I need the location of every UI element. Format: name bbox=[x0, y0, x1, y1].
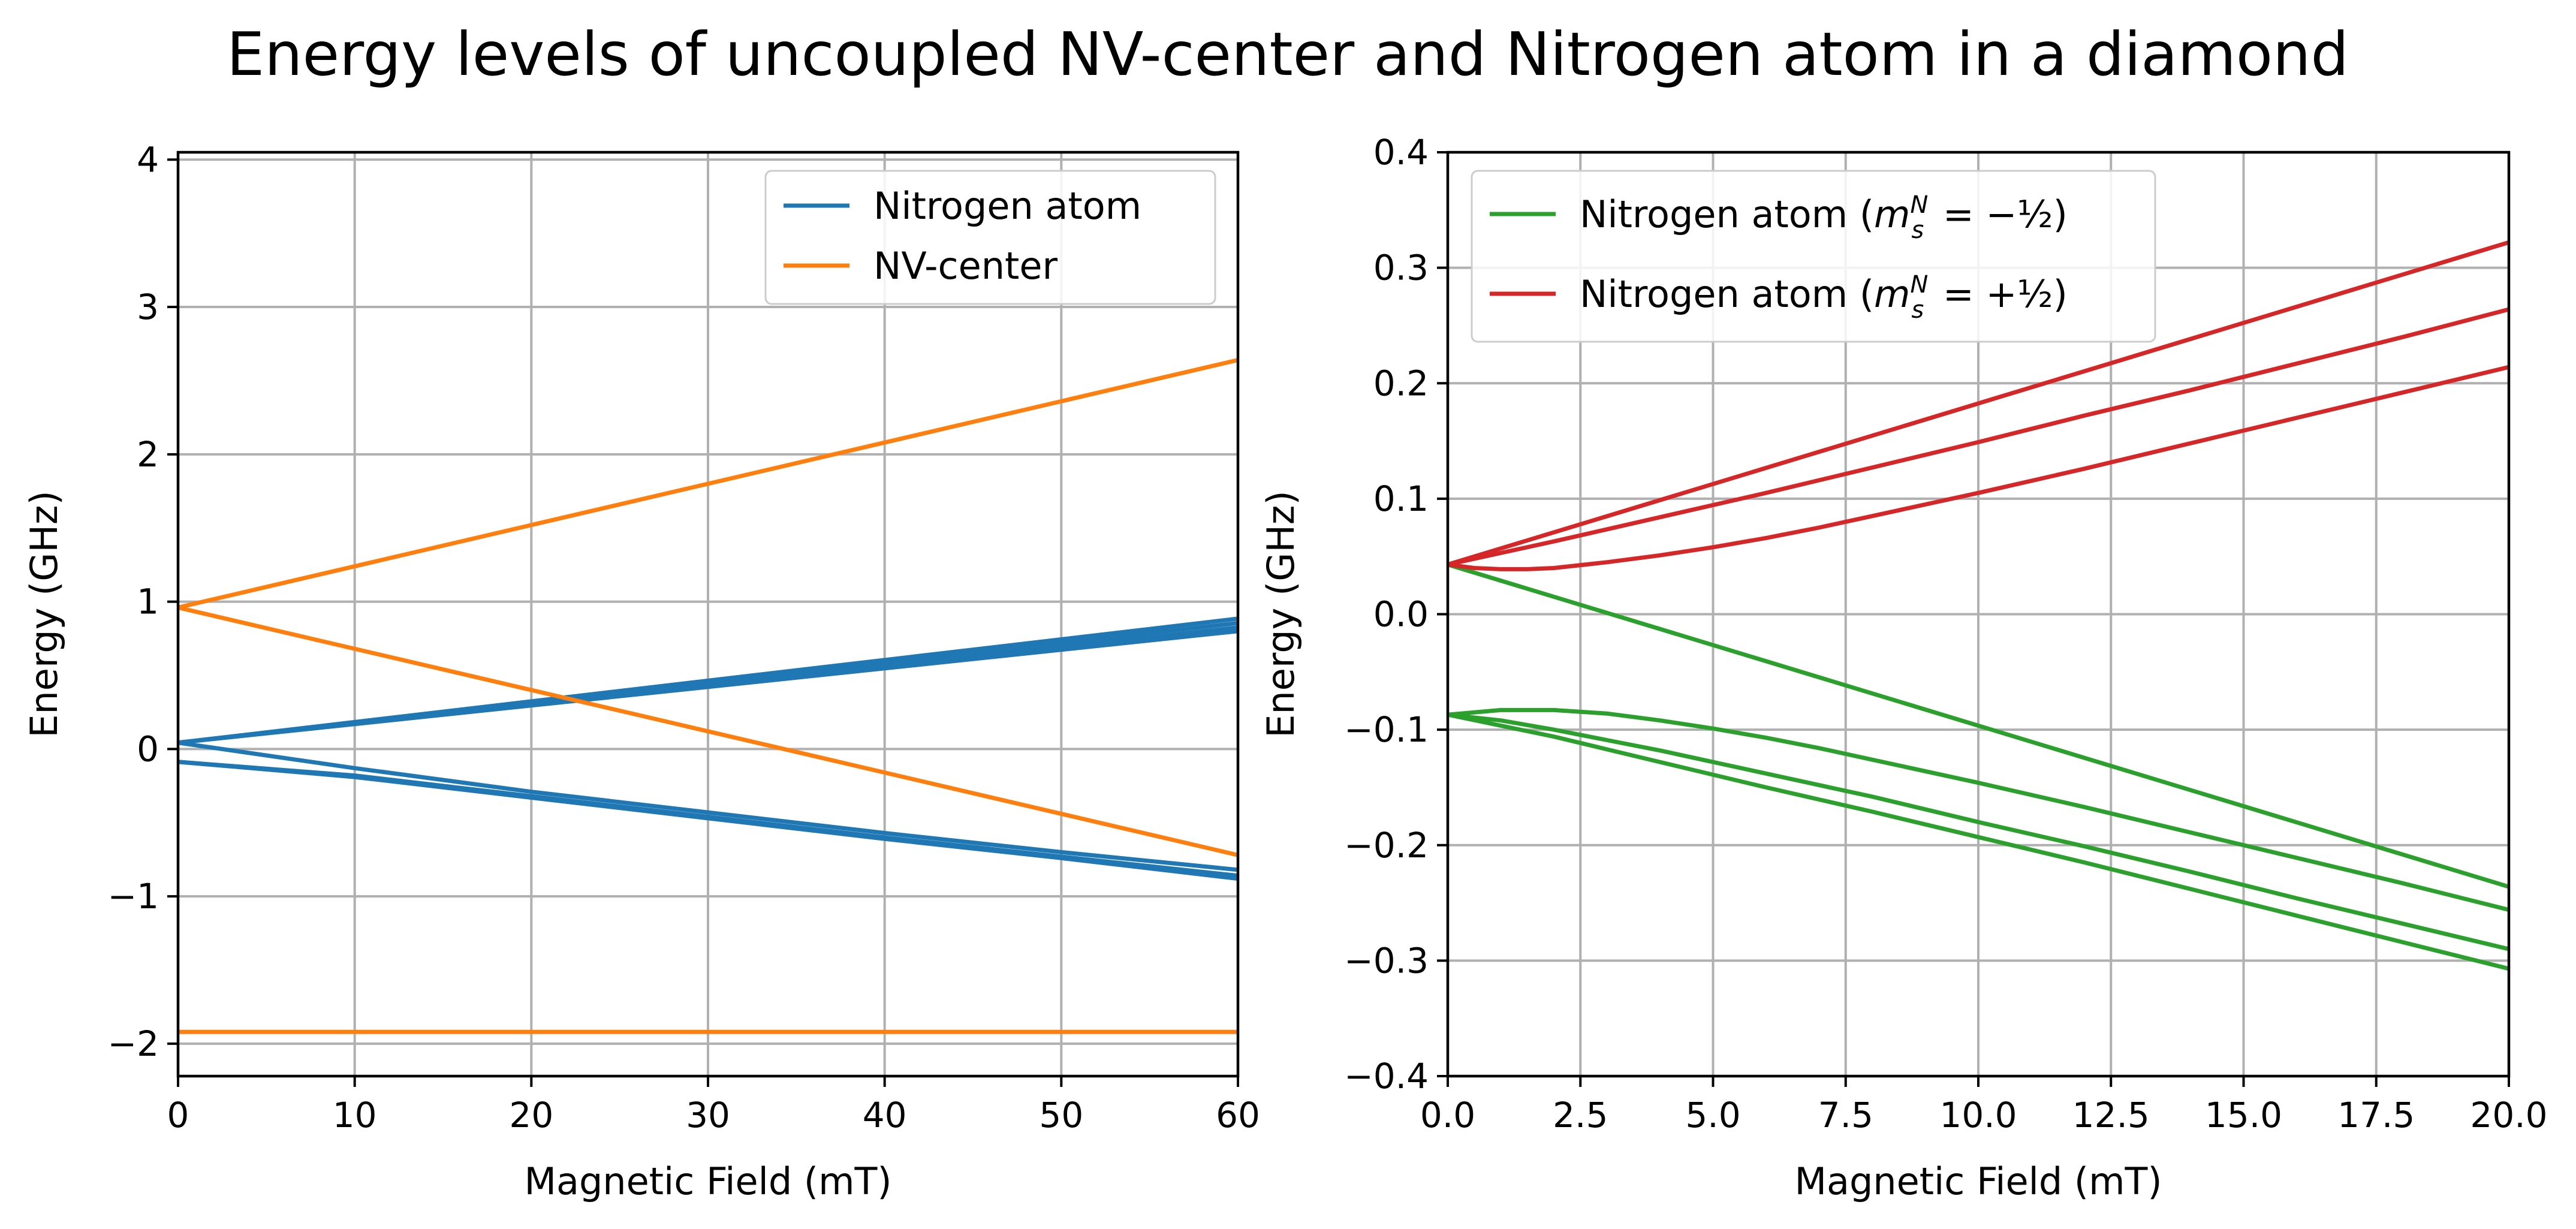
y-tick-label: −0.2 bbox=[1344, 825, 1429, 866]
series-line bbox=[1448, 712, 2509, 971]
x-tick-label: 60 bbox=[1216, 1095, 1260, 1135]
y-tick-label: −0.4 bbox=[1344, 1056, 1429, 1097]
series-line bbox=[178, 760, 1238, 881]
y-tick-label: 0.2 bbox=[1373, 363, 1429, 403]
x-tick-label: 30 bbox=[686, 1095, 730, 1135]
legend-frame bbox=[1471, 170, 2156, 343]
series-line bbox=[1448, 707, 2509, 912]
x-tick-label: 5.0 bbox=[1685, 1095, 1740, 1135]
chart-right: 0.0 2.5 5.0 7.5 10.0 12.5 15.0 17.5 20.0 −0.4 −0.3… bbox=[1259, 132, 2548, 1203]
legend-label: Nitrogen atom bbox=[873, 184, 1141, 228]
x-tick-label: 17.5 bbox=[2337, 1095, 2415, 1135]
x-tick-label: 0.0 bbox=[1420, 1095, 1475, 1135]
y-tick-label: 1 bbox=[137, 582, 159, 622]
figure-title: Energy levels of uncoupled NV-center and… bbox=[227, 19, 2349, 89]
y-tick-label: 4 bbox=[137, 139, 159, 180]
series-line bbox=[178, 605, 1238, 857]
y-tick-label: 0.3 bbox=[1373, 248, 1429, 288]
series-group bbox=[178, 358, 1238, 1034]
legend-label: NV-center bbox=[873, 244, 1058, 288]
y-axis-label: Energy (GHz) bbox=[22, 490, 66, 737]
x-tick-label: 10.0 bbox=[1939, 1095, 2017, 1135]
series-line bbox=[1448, 307, 2509, 567]
x-tick-label: 10 bbox=[333, 1095, 377, 1135]
series-line bbox=[1448, 365, 2509, 571]
x-tick-label: 12.5 bbox=[2072, 1095, 2150, 1135]
y-tick-label: 0.4 bbox=[1373, 132, 1429, 173]
series-line bbox=[178, 740, 1238, 872]
y-tick-label: 0.0 bbox=[1373, 594, 1429, 635]
x-tick-label: 2.5 bbox=[1553, 1095, 1608, 1135]
y-tick-label: −0.3 bbox=[1344, 940, 1429, 981]
legend-label: Nitrogen atom (mN s = +½) bbox=[1580, 271, 2068, 324]
y-tick-label: −2 bbox=[108, 1023, 159, 1064]
y-tick-label: −1 bbox=[108, 876, 159, 917]
chart-left: 0 10 20 30 40 50 60 −2 −1 0 1 2 3 4 Magnetic Field (mT… bbox=[22, 139, 1260, 1203]
series-line bbox=[178, 358, 1238, 610]
series-line bbox=[1448, 240, 2509, 567]
x-axis-label: Magnetic Field (mT) bbox=[524, 1159, 891, 1203]
x-tick-label: 20 bbox=[509, 1095, 553, 1135]
y-tick-label: −0.1 bbox=[1344, 709, 1429, 750]
x-tick-label: 20.0 bbox=[2470, 1095, 2547, 1135]
legend-label: Nitrogen atom (mN s = −½) bbox=[1580, 191, 2068, 244]
y-tick-label: 0 bbox=[137, 728, 159, 769]
legend: Nitrogen atom (mN s = −½) Nitrogen atom (m… bbox=[1471, 170, 2156, 343]
y-axis-label: Energy (GHz) bbox=[1259, 490, 1303, 737]
legend: Nitrogen atom NV-center bbox=[764, 170, 1216, 305]
series-group bbox=[1448, 240, 2509, 971]
series-line bbox=[1448, 562, 2509, 889]
x-tick-label: 40 bbox=[863, 1095, 907, 1135]
x-tick-label: 0 bbox=[167, 1095, 189, 1135]
x-tick-label: 50 bbox=[1039, 1095, 1083, 1135]
y-tick-label: 0.1 bbox=[1373, 478, 1429, 519]
x-axis-label: Magnetic Field (mT) bbox=[1794, 1159, 2162, 1203]
x-tick-label: 15.0 bbox=[2205, 1095, 2282, 1135]
legend-frame bbox=[764, 170, 1216, 305]
series-line bbox=[178, 629, 1238, 745]
y-tick-label: 2 bbox=[137, 434, 159, 475]
y-tick-label: 3 bbox=[137, 287, 159, 327]
series-line bbox=[1448, 712, 2509, 951]
x-tick-label: 7.5 bbox=[1818, 1095, 1873, 1135]
